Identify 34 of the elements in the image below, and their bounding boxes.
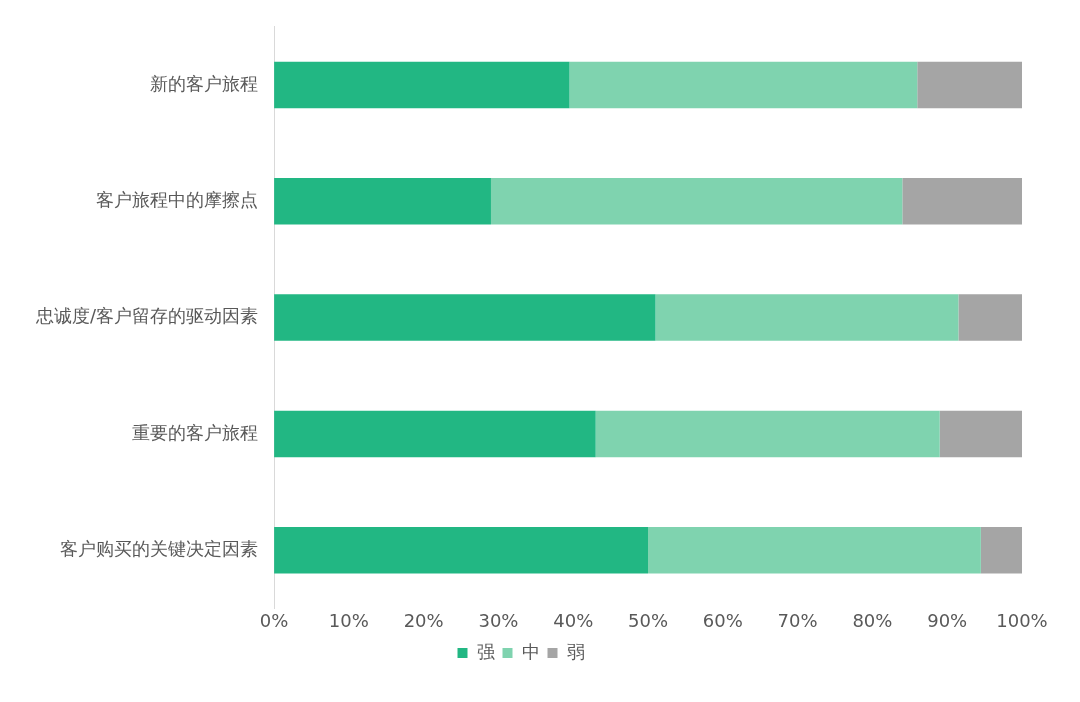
- x-tick-label: 50%: [628, 609, 669, 631]
- y-tick-label: 重要的客户旅程: [132, 421, 259, 443]
- bar: [595, 410, 940, 458]
- bar: [274, 526, 649, 574]
- legend-label: 弱: [566, 640, 585, 662]
- x-tick-label: 40%: [553, 609, 594, 631]
- y-tick-label: 忠诚度/客户留存的驱动因素: [34, 305, 259, 327]
- x-tick-label: 60%: [702, 609, 743, 631]
- bar: [274, 410, 596, 458]
- bar: [274, 61, 570, 109]
- x-tick-label: 100%: [996, 609, 1048, 631]
- bar: [655, 294, 959, 341]
- y-tick-label: 新的客户旅程: [150, 72, 259, 94]
- x-tick-label: 90%: [927, 609, 968, 631]
- x-tick-label: 0%: [259, 609, 289, 631]
- x-tick-label: 10%: [328, 609, 369, 631]
- bar: [274, 178, 491, 225]
- legend-label: 中: [521, 640, 540, 662]
- bar: [958, 294, 1022, 341]
- y-tick-label: 客户购买的关键决定因素: [60, 537, 259, 559]
- x-tick-label: 30%: [478, 609, 519, 631]
- bar: [569, 61, 918, 109]
- bar: [648, 526, 981, 574]
- bar: [490, 178, 903, 225]
- x-tick-label: 20%: [403, 609, 444, 631]
- bar: [917, 61, 1022, 109]
- x-tick-label: 80%: [852, 609, 893, 631]
- y-tick-label: 客户旅程中的摩擦点: [96, 188, 259, 210]
- legend-label: 强: [476, 640, 495, 662]
- x-tick-label: 70%: [777, 609, 818, 631]
- bar: [980, 526, 1022, 574]
- bar: [902, 178, 1022, 225]
- bar: [939, 410, 1022, 458]
- bar: [274, 294, 656, 341]
